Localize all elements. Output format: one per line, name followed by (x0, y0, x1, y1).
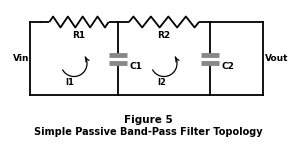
Text: I2: I2 (157, 78, 166, 87)
Text: Vin: Vin (12, 54, 29, 63)
Text: Figure 5: Figure 5 (124, 115, 172, 125)
Text: Simple Passive Band-Pass Filter Topology: Simple Passive Band-Pass Filter Topology (34, 127, 262, 137)
Text: C2: C2 (222, 62, 235, 71)
Text: R1: R1 (73, 30, 86, 39)
Text: Vout: Vout (265, 54, 289, 63)
Text: I1: I1 (65, 78, 74, 87)
Text: R2: R2 (157, 30, 170, 39)
Text: C1: C1 (130, 62, 143, 71)
